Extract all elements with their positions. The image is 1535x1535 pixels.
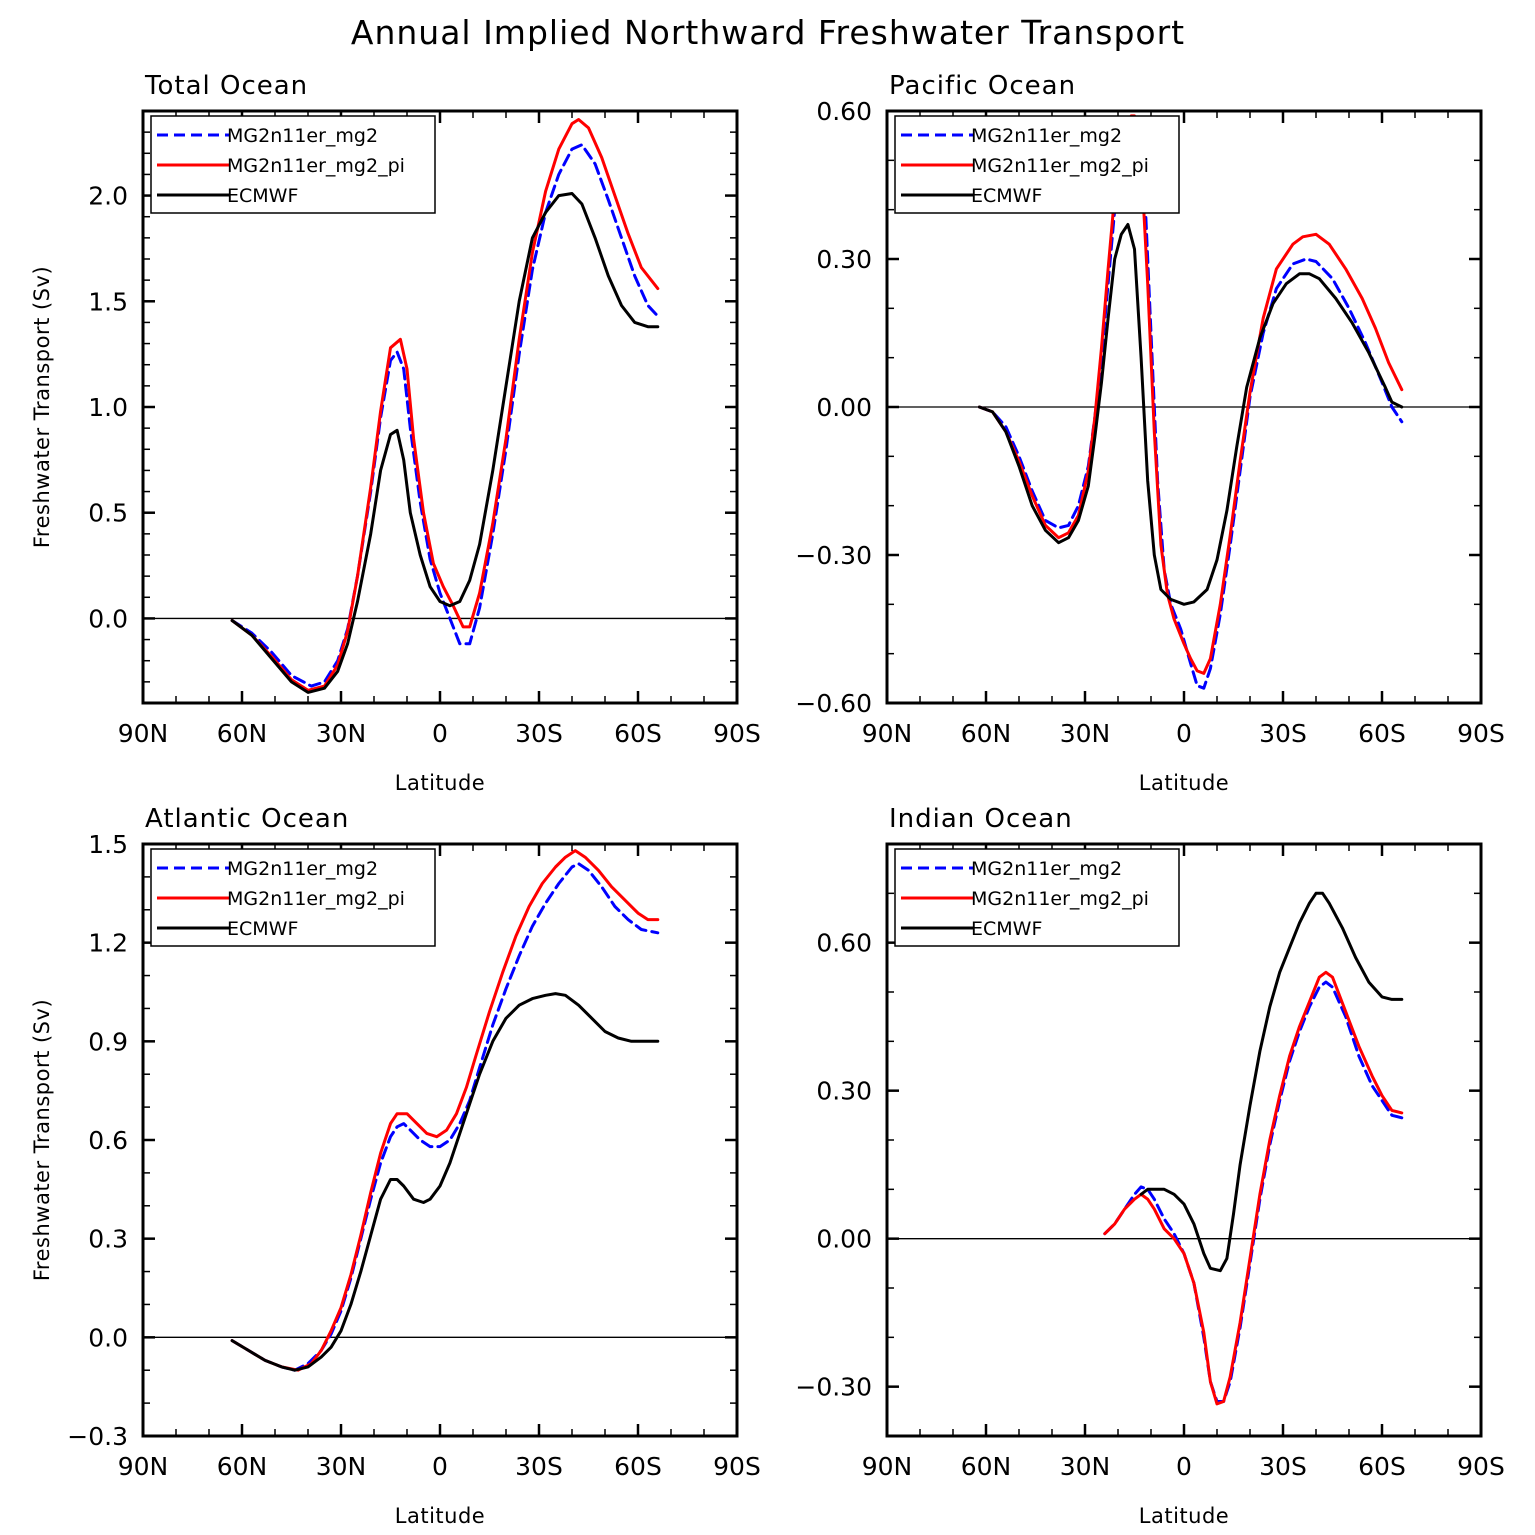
y-tick-label: 0.30 xyxy=(816,1077,872,1106)
panel-title: Indian Ocean xyxy=(889,804,1073,834)
x-axis-label: Latitude xyxy=(1139,771,1229,795)
x-tick-label: 90S xyxy=(1457,1452,1505,1481)
x-tick-label: 90N xyxy=(862,719,913,748)
legend-label: ECMWF xyxy=(227,918,298,940)
y-tick-label: −0.60 xyxy=(795,689,872,718)
y-tick-label: 0.30 xyxy=(816,245,872,274)
y-tick-label: 0.0 xyxy=(88,1323,128,1352)
legend-label: ECMWF xyxy=(971,918,1042,940)
x-tick-label: 90S xyxy=(713,1452,761,1481)
series-group xyxy=(977,114,1404,690)
x-tick-label: 60S xyxy=(1358,719,1406,748)
x-tick-label: 30S xyxy=(515,1452,563,1481)
series-line-ECMWF xyxy=(230,192,660,694)
series-group xyxy=(230,118,660,694)
panel-2: Pacific Ocean 90N 60N 30N 0 30S 60S 90S −0.60 −0.… xyxy=(795,71,1504,795)
x-tick-label: 0 xyxy=(432,719,448,748)
x-axis-label: Latitude xyxy=(395,771,485,795)
x-tick-label: 0 xyxy=(1176,1452,1192,1481)
x-tick-label: 30S xyxy=(515,719,563,748)
x-tick-label: 60S xyxy=(1358,1452,1406,1481)
panel-title: Pacific Ocean xyxy=(889,71,1076,101)
x-tick-label: 60N xyxy=(217,1452,268,1481)
x-tick-label: 60N xyxy=(217,719,268,748)
y-tick-label: 1.2 xyxy=(88,929,128,958)
x-tick-label: 30N xyxy=(1060,719,1111,748)
x-tick-label: 60N xyxy=(961,719,1012,748)
panel-title: Total Ocean xyxy=(144,71,308,101)
series-line-MG2n11er_mg2 xyxy=(230,143,660,688)
x-axis-label: Latitude xyxy=(1139,1504,1229,1528)
y-tick-label: 1.0 xyxy=(88,393,128,422)
legend-label: MG2n11er_mg2_pi xyxy=(227,155,405,177)
y-tick-label: 0.60 xyxy=(816,929,872,958)
y-tick-label: 0.00 xyxy=(816,393,872,422)
y-tick-label: 1.5 xyxy=(88,830,128,859)
legend-label: ECMWF xyxy=(971,185,1042,207)
y-tick-label: −0.30 xyxy=(795,541,872,570)
panel-3: Atlantic Ocean 90N 60N 30N 0 30S 60S 90S −0.3 0.0… xyxy=(30,804,761,1528)
series-group xyxy=(1103,891,1404,1406)
y-tick-label: −0.30 xyxy=(795,1373,872,1402)
legend: MG2n11er_mg2 MG2n11er_mg2_pi ECMWF xyxy=(894,848,1180,947)
legend-label: MG2n11er_mg2 xyxy=(227,858,378,880)
x-tick-label: 90S xyxy=(1457,719,1505,748)
x-tick-label: 30S xyxy=(1259,719,1307,748)
figure-title: Annual Implied Northward Freshwater Tran… xyxy=(351,13,1185,52)
x-axis-label: Latitude xyxy=(395,1504,485,1528)
legend-label: MG2n11er_mg2 xyxy=(227,125,378,147)
x-tick-label: 60S xyxy=(614,1452,662,1481)
legend-label: MG2n11er_mg2_pi xyxy=(227,888,405,910)
y-tick-label: 0.6 xyxy=(88,1126,128,1155)
series-line-MG2n11er_mg2 xyxy=(977,124,1404,690)
x-tick-label: 90N xyxy=(862,1452,913,1481)
legend: MG2n11er_mg2 MG2n11er_mg2_pi ECMWF xyxy=(150,848,436,947)
x-tick-label: 30S xyxy=(1259,1452,1307,1481)
x-tick-label: 30N xyxy=(1060,1452,1111,1481)
y-tick-label: 2.0 xyxy=(88,182,128,211)
y-tick-label: 0.9 xyxy=(88,1027,128,1056)
y-tick-label: 0.0 xyxy=(88,604,128,633)
series-line-MG2n11er_mg2_pi xyxy=(1103,970,1404,1406)
y-tick-label: 1.5 xyxy=(88,287,128,316)
x-tick-label: 60N xyxy=(961,1452,1012,1481)
x-tick-label: 90N xyxy=(118,719,169,748)
y-tick-label: 0.5 xyxy=(88,499,128,528)
legend-label: MG2n11er_mg2 xyxy=(971,858,1122,880)
legend-label: ECMWF xyxy=(227,185,298,207)
y-tick-label: 0.60 xyxy=(816,97,872,126)
x-tick-label: 90N xyxy=(118,1452,169,1481)
legend-label: MG2n11er_mg2 xyxy=(971,125,1122,147)
y-tick-label: −0.3 xyxy=(67,1422,128,1451)
x-tick-label: 60S xyxy=(614,719,662,748)
x-tick-label: 0 xyxy=(1176,719,1192,748)
x-tick-label: 0 xyxy=(432,1452,448,1481)
y-tick-label: 0.00 xyxy=(816,1225,872,1254)
y-axis-label: Freshwater Transport (Sv) xyxy=(30,266,54,548)
y-tick-label: 0.3 xyxy=(88,1225,128,1254)
legend: MG2n11er_mg2 MG2n11er_mg2_pi ECMWF xyxy=(894,115,1180,214)
series-line-MG2n11er_mg2_pi xyxy=(230,118,660,692)
y-axis-label: Freshwater Transport (Sv) xyxy=(30,999,54,1281)
x-tick-label: 30N xyxy=(316,719,367,748)
panel-1: Total Ocean 90N 60N 30N 0 30S 60S 90S 0.0 0.5 1.0 1… xyxy=(30,71,761,795)
series-line-ECMWF xyxy=(1139,891,1404,1273)
legend: MG2n11er_mg2 MG2n11er_mg2_pi ECMWF xyxy=(150,115,436,214)
legend-label: MG2n11er_mg2_pi xyxy=(971,888,1149,910)
series-line-ECMWF xyxy=(977,223,1404,606)
x-tick-label: 30N xyxy=(316,1452,367,1481)
series-group xyxy=(230,849,660,1372)
series-line-ECMWF xyxy=(230,992,660,1372)
panel-4: Indian Ocean 90N 60N 30N 0 30S 60S 90S −0.30 0.00… xyxy=(795,804,1504,1528)
legend-label: MG2n11er_mg2_pi xyxy=(971,155,1149,177)
x-tick-label: 90S xyxy=(713,719,761,748)
series-line-MG2n11er_mg2_pi xyxy=(230,849,660,1372)
panel-title: Atlantic Ocean xyxy=(145,804,349,834)
